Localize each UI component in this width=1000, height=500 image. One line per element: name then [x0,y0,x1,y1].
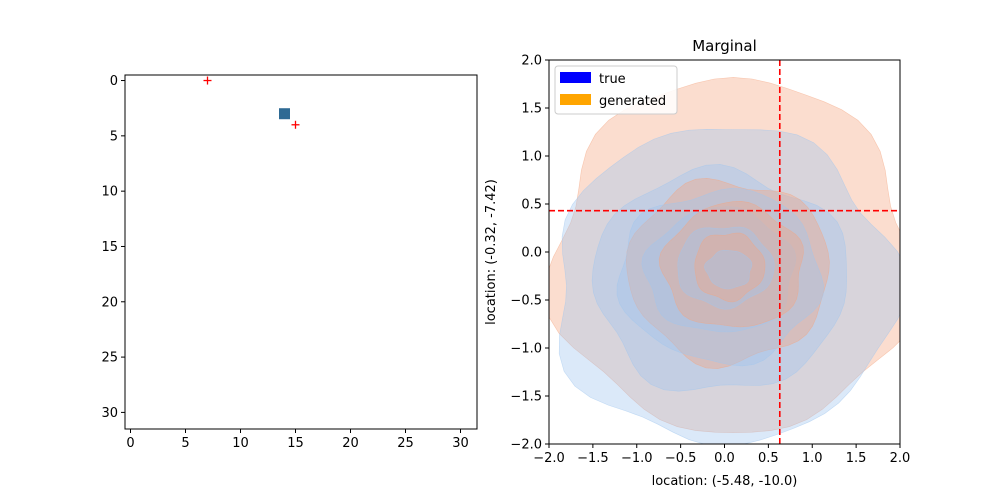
pixel-square [279,108,290,120]
x-tick-label: 10 [232,436,249,451]
y-tick-label: 0 [110,74,118,89]
x-tick-label: 30 [452,436,469,451]
y-tick-label: 30 [101,406,118,421]
true-contour-level [591,164,847,392]
y-tick-label: 2.0 [521,54,542,69]
x-tick-label: 1.5 [846,451,867,466]
true-contour-level [704,249,753,290]
true-contour-level [558,128,900,444]
legend-label-true: true [599,72,626,87]
right-panel: −2.0 −1.5 −1.0 −0.5 0.0 0.5 1.0 1.5 2.0 −2.0 −1.5… [484,37,910,489]
contour-fills [549,77,900,444]
x-tick-label: 20 [342,436,359,451]
generated-contour-level [694,232,766,303]
x-tick-label: 15 [287,436,304,451]
x-tick-label: 5 [181,436,189,451]
x-tick-label: 25 [397,436,414,451]
y-tick-label: 1.5 [521,102,542,117]
chart-title: Marginal [692,37,757,55]
y-tick-label: 25 [101,351,118,366]
true-contour-level [616,187,824,367]
x-tick-label: 1.0 [802,451,823,466]
true-contour-level [677,226,775,310]
left-axes-frame [124,74,478,430]
x-tick-label: 0 [126,436,134,451]
plus-marker [203,76,212,85]
x-tick-label: 2.0 [890,451,911,466]
y-tick-label: 20 [101,295,118,310]
left-x-ticks: 0 5 10 15 20 25 30 [126,429,469,451]
true-contour-level [641,206,797,333]
y-tick-label: −1.5 [510,390,542,405]
x-tick-label: −0.5 [665,451,697,466]
y-tick-label: 5 [110,129,118,144]
left-marks [203,76,300,129]
left-panel: 0 5 10 15 20 25 30 0 5 10 15 20 25 30 [101,74,478,451]
x-tick-label: 0.0 [714,451,735,466]
legend-swatch-true [560,72,591,83]
reference-lines [549,60,900,444]
x-axis-label: location: (-5.48, -10.0) [652,474,798,489]
legend-swatch-generated [560,94,591,105]
legend-label-generated: generated [599,94,666,109]
y-axis-label: location: (-0.32, -7.42) [484,179,499,325]
y-tick-label: 1.0 [521,150,542,165]
right-y-ticks: −2.0 −1.5 −1.0 −0.5 0.0 0.5 1.0 1.5 2.0 [510,54,549,453]
y-tick-label: 0.5 [521,198,542,213]
y-tick-label: −0.5 [510,294,542,309]
x-tick-label: −1.0 [621,451,653,466]
y-tick-label: 0.0 [521,246,542,261]
x-tick-label: 0.5 [758,451,779,466]
right-x-ticks: −2.0 −1.5 −1.0 −0.5 0.0 0.5 1.0 1.5 2.0 [533,444,910,466]
x-tick-label: −1.5 [577,451,609,466]
x-tick-label: −2.0 [533,451,565,466]
left-y-ticks: 0 5 10 15 20 25 30 [101,74,125,421]
y-tick-label: 15 [101,240,118,255]
generated-contour-level [658,200,804,328]
generated-contour-level [549,77,900,433]
plus-marker [291,120,300,129]
y-tick-label: 10 [101,185,118,200]
y-tick-label: −2.0 [510,438,542,453]
legend: true generated [554,65,678,115]
y-tick-label: −1.0 [510,342,542,357]
